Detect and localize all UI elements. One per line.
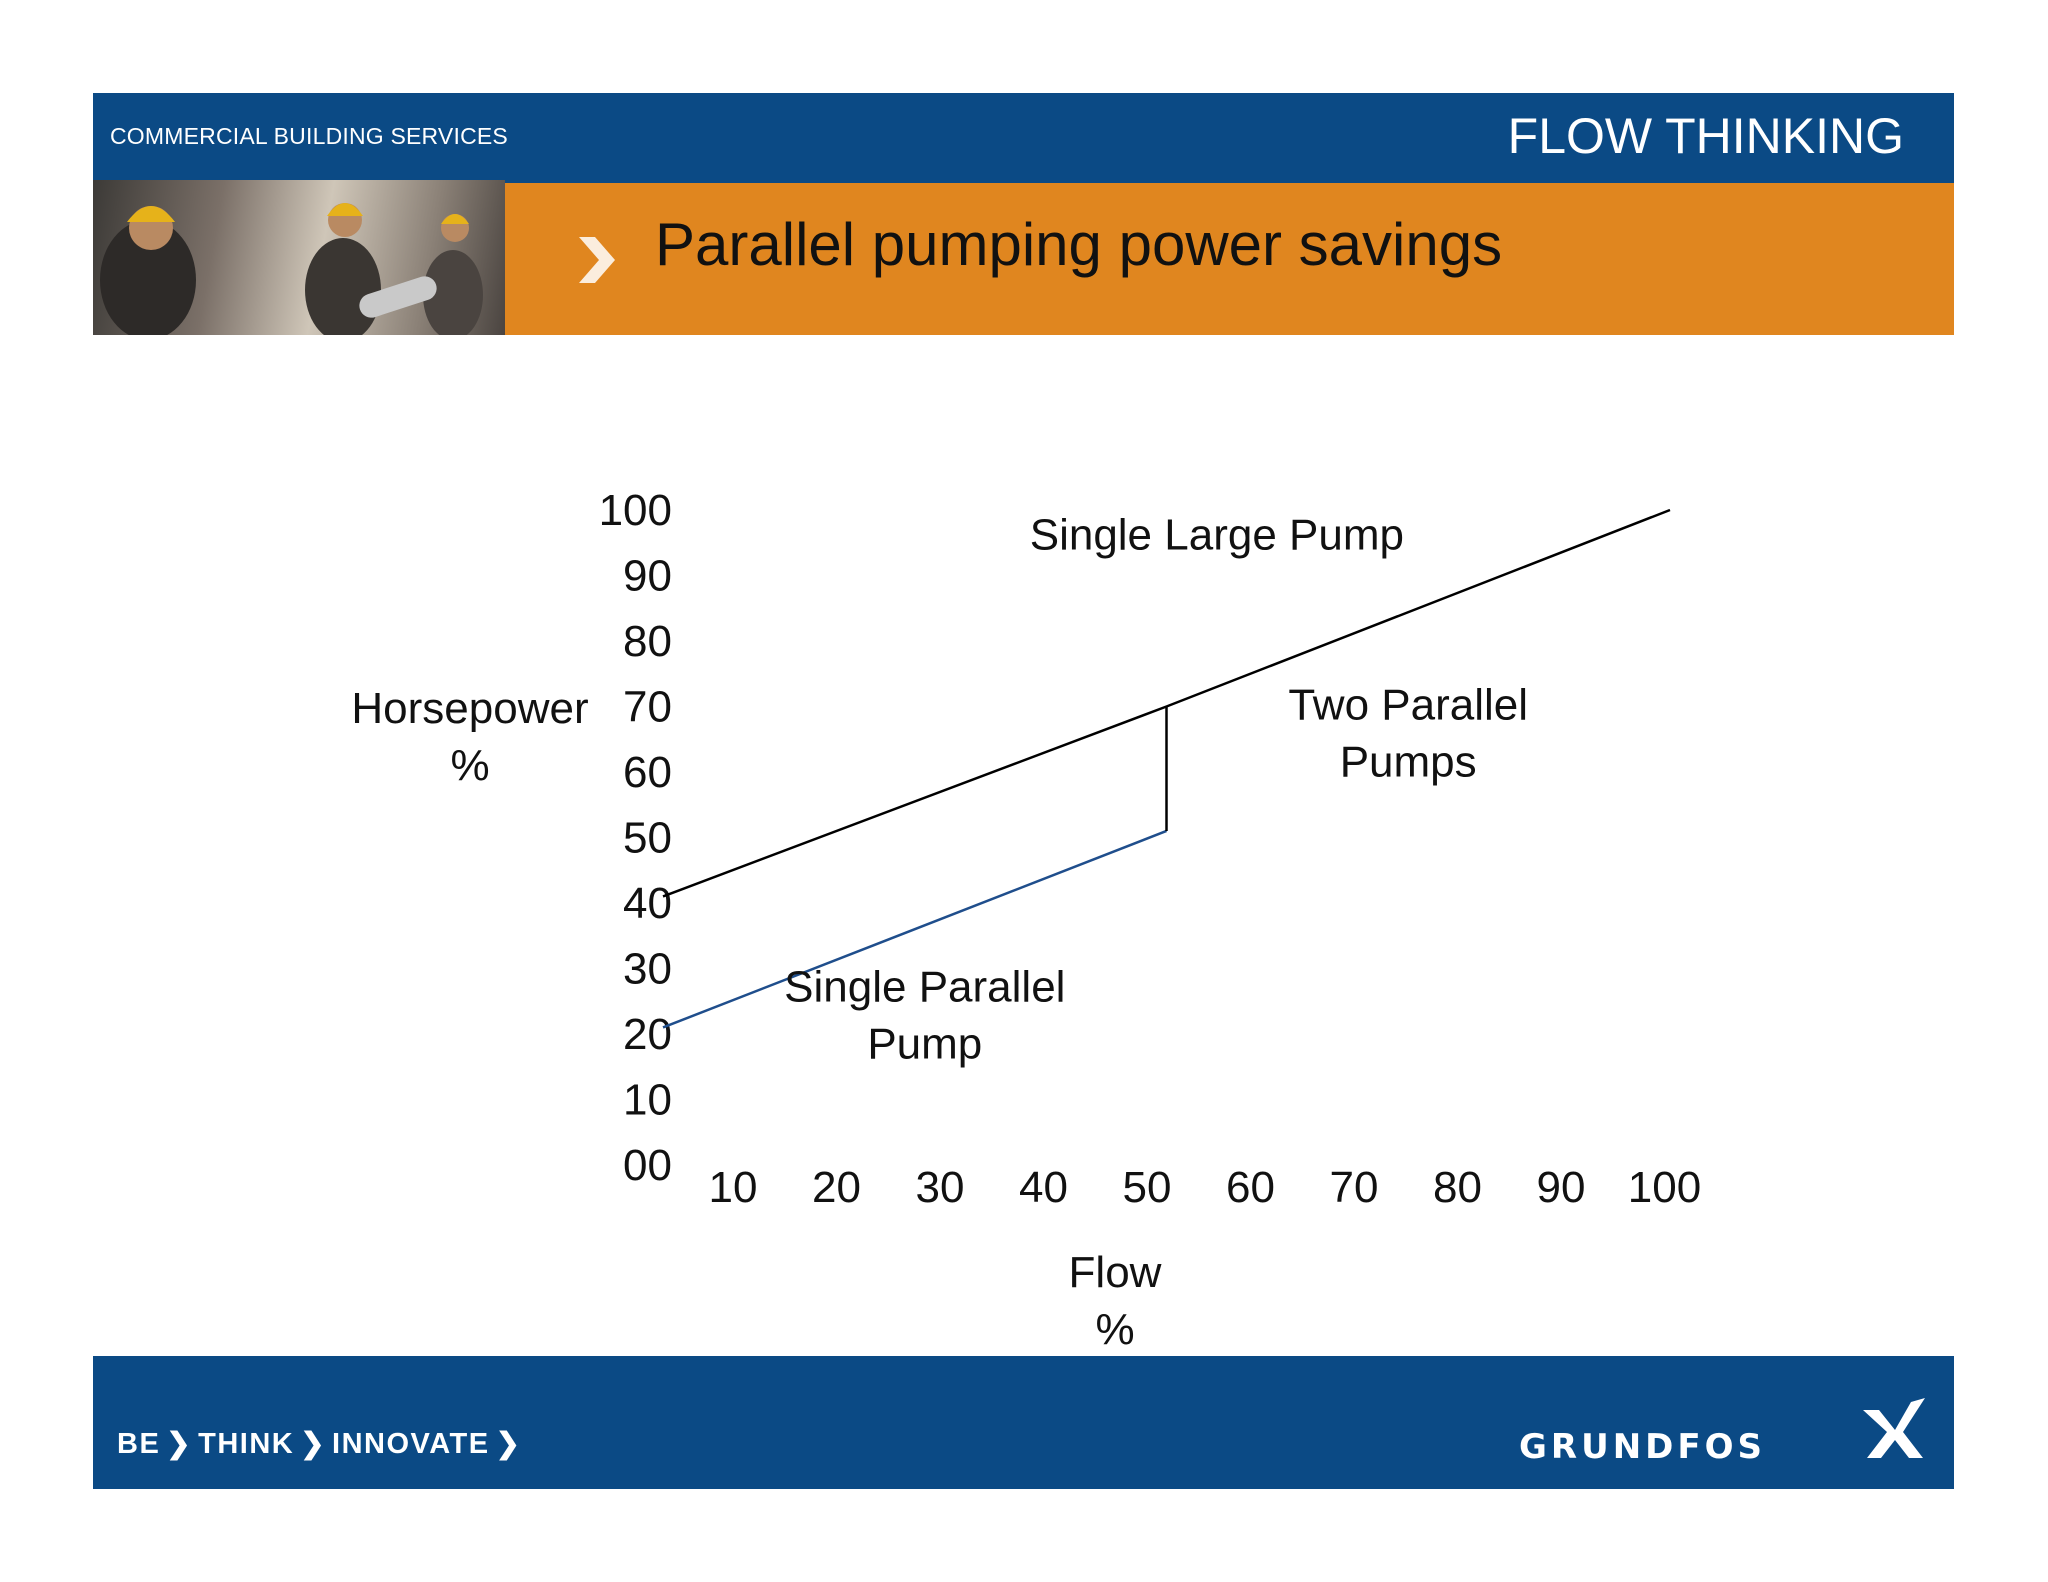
x-tick-label: 20	[812, 1163, 861, 1212]
y-tick-label: 50	[623, 814, 672, 863]
x-tick-label: 60	[1226, 1163, 1275, 1212]
y-axis-label-line: %	[450, 741, 489, 790]
series-annotation-line: Pump	[867, 1019, 982, 1068]
y-tick-label: 80	[623, 617, 672, 666]
y-axis-label-line: Horsepower	[351, 684, 588, 733]
header-band: COMMERCIAL BUILDING SERVICES FLOW THINKI…	[93, 93, 1954, 183]
x-axis-label-line: %	[1095, 1305, 1134, 1354]
workers-photo-illustration	[100, 203, 483, 335]
tagline-word-innovate: INNOVATE	[332, 1428, 490, 1460]
header-section-label: COMMERCIAL BUILDING SERVICES	[110, 123, 508, 149]
tagline-arrow-icon: ❯	[495, 1428, 522, 1460]
y-tick-label: 60	[623, 748, 672, 797]
y-tick-label: 30	[623, 945, 672, 994]
x-tick-label: 100	[1628, 1163, 1701, 1212]
series-annotation-line: Two Parallel	[1288, 681, 1528, 730]
footer-band: BE ❯ THINK ❯ INNOVATE ❯ GRUNDFOS	[93, 1356, 1954, 1489]
page-title: Parallel pumping power savings	[655, 211, 1503, 278]
chevron-right-icon	[579, 237, 615, 283]
y-tick-label: 70	[623, 683, 672, 732]
tagline-arrow-icon: ❯	[300, 1428, 327, 1460]
x-tick-label: 90	[1537, 1163, 1586, 1212]
x-tick-label: 50	[1123, 1163, 1172, 1212]
series-annotation-line: Pumps	[1340, 738, 1477, 787]
y-tick-label: 40	[623, 879, 672, 928]
y-tick-label: 20	[623, 1010, 672, 1059]
tagline-word-be: BE	[117, 1428, 161, 1460]
grundfos-logo-text: GRUNDFOS	[1519, 1427, 1766, 1467]
y-tick-label: 10	[623, 1076, 672, 1125]
header-photo	[93, 180, 505, 335]
grundfos-logo-icon	[1863, 1398, 1925, 1458]
footer-tagline: BE ❯ THINK ❯ INNOVATE ❯	[117, 1426, 527, 1461]
header-brand-tagline: FLOW THINKING	[1507, 108, 1904, 164]
series-annotation-line: Single Parallel	[784, 962, 1065, 1011]
tagline-word-think: THINK	[198, 1428, 295, 1460]
x-axis-label-line: Flow	[1069, 1248, 1162, 1297]
tagline-arrow-icon: ❯	[166, 1428, 193, 1460]
x-tick-label: 30	[916, 1163, 965, 1212]
y-tick-label: 90	[623, 552, 672, 601]
x-tick-label: 40	[1019, 1163, 1068, 1212]
title-band	[505, 183, 1954, 335]
series-annotation-line: Single Large Pump	[1030, 510, 1404, 559]
x-tick-label: 70	[1330, 1163, 1379, 1212]
y-tick-label: 00	[623, 1141, 672, 1190]
x-tick-label: 80	[1433, 1163, 1482, 1212]
y-tick-label: 100	[599, 486, 672, 535]
x-tick-label: 10	[709, 1163, 758, 1212]
series-line-single-parallel-pump	[662, 829, 1167, 1029]
